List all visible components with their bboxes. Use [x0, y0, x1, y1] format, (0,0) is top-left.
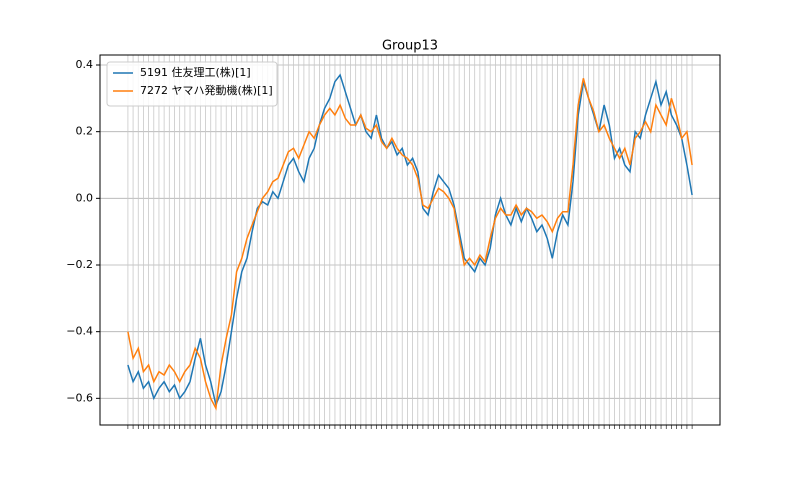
plot	[127, 73, 693, 411]
series-line	[127, 78, 693, 411]
series-line	[127, 73, 693, 408]
y-tick-label: 0.0	[76, 191, 94, 204]
legend-label: 7272 ヤマハ発動機(株)[1]	[140, 83, 273, 97]
y-tick-label: −0.6	[66, 391, 93, 404]
y-tick-label: 0.4	[76, 58, 94, 71]
chart-title: Group13	[382, 39, 438, 54]
y-tick-label: −0.2	[66, 258, 93, 271]
axes-frame	[99, 54, 721, 426]
legend-label: 5191 住友理工(株)[1]	[140, 65, 251, 79]
y-tick-label: 0.2	[76, 125, 94, 138]
y-tick-label: −0.4	[66, 325, 93, 338]
legend-box	[106, 61, 278, 107]
legend: 5191 住友理工(株)[1] 7272 ヤマハ発動機(株)[1]	[106, 61, 278, 107]
